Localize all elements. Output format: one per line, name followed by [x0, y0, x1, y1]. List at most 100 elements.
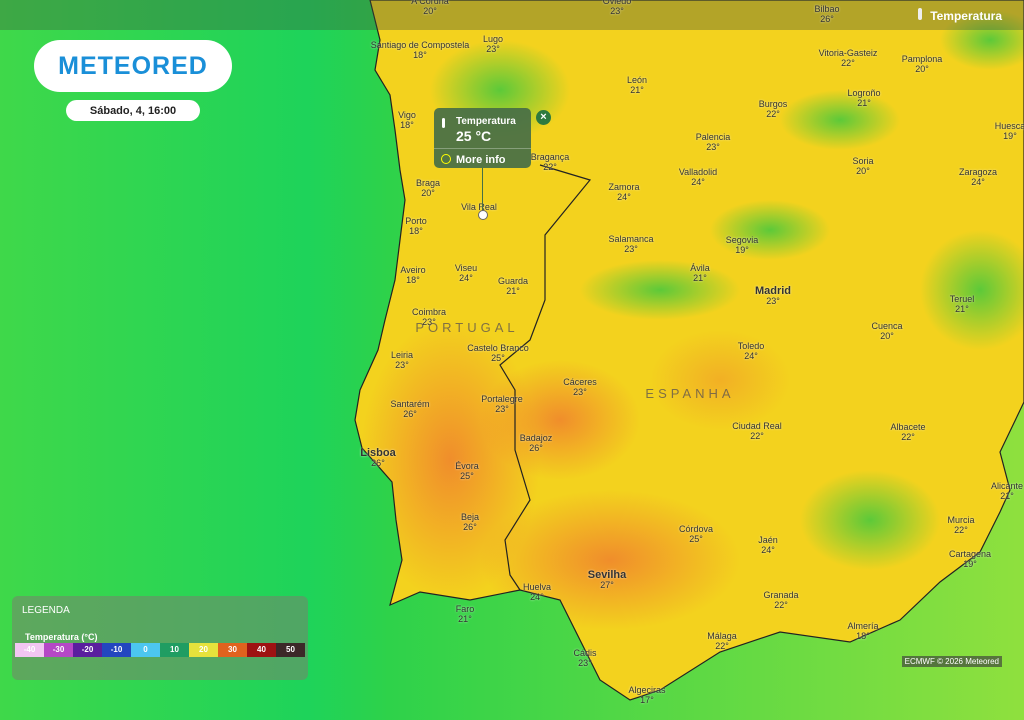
more-info-link[interactable]: More info — [456, 154, 506, 166]
city-temperature: 21° — [857, 98, 871, 108]
city-temperature: 25° — [689, 534, 703, 544]
legend-tick-label: -20 — [73, 643, 102, 657]
city-label: Ávila 21° — [690, 263, 710, 283]
logo[interactable]: METEORED — [34, 40, 232, 92]
city-name: León — [626, 75, 648, 85]
city-name: Castelo Branco — [467, 343, 529, 353]
location-pin — [478, 210, 488, 220]
city-name: Zamora — [608, 182, 640, 192]
city-label: Leiria 23° — [391, 350, 413, 370]
city-temperature: 24° — [971, 177, 985, 187]
city-temperature: 23° — [495, 404, 509, 414]
city-label: Salamanca 23° — [608, 234, 653, 254]
city-temperature: 23° — [395, 360, 409, 370]
city-label: Córdova 25° — [679, 524, 713, 544]
city-label: Alicante 21° — [991, 481, 1023, 501]
city-temperature: 26° — [371, 458, 385, 468]
city-label: Granada 22° — [763, 590, 798, 610]
city-name: Málaga — [707, 631, 737, 641]
city-label: Bilbao 26° — [814, 4, 839, 24]
city-label: Algeciras 17° — [628, 685, 665, 705]
city-temperature: 23° — [766, 296, 780, 306]
legend-title: LEGENDA — [22, 605, 70, 616]
color-scale: -40 -30 -20 -10 0 10 20 30 40 50 — [15, 643, 305, 657]
top-bar — [0, 0, 1024, 30]
city-name: Porto — [405, 216, 427, 226]
city-label: Toledo 24° — [738, 341, 765, 361]
close-button[interactable]: × — [536, 110, 551, 125]
city-label: Soria 20° — [852, 156, 873, 176]
city-name: Cáceres — [563, 377, 597, 387]
city-name: Beja — [460, 512, 480, 522]
city-temperature: 24° — [761, 545, 775, 555]
city-temperature: 24° — [617, 192, 631, 202]
city-label: Aveiro 18° — [400, 265, 425, 285]
city-label: Viseu 24° — [455, 263, 477, 283]
city-temperature: 22° — [543, 162, 557, 172]
city-name: Bragança — [530, 152, 570, 162]
city-name: Vigo — [398, 110, 416, 120]
city-temperature: 21° — [955, 304, 969, 314]
city-label: Segovia 19° — [726, 235, 759, 255]
city-name: Ávila — [690, 263, 710, 273]
city-temperature: 23° — [624, 244, 638, 254]
popup-pointer — [482, 168, 483, 212]
city-name: Toledo — [737, 341, 765, 351]
city-temperature: 22° — [901, 432, 915, 442]
city-name: Vila Real — [461, 202, 497, 212]
country-label: ESPANHA — [645, 386, 735, 401]
city-label: Faro 21° — [456, 604, 475, 624]
city-name: Oviedo — [602, 0, 632, 6]
city-label: Braga 20° — [416, 178, 440, 198]
city-temperature: 21° — [693, 273, 707, 283]
city-name: Santiago de Compostela — [370, 40, 470, 50]
city-temperature: 23° — [422, 317, 436, 327]
city-name: Segovia — [725, 235, 759, 245]
city-label: Zamora 24° — [608, 182, 639, 202]
city-name: Leiria — [390, 350, 414, 360]
thermometer-icon — [918, 8, 922, 20]
city-temperature: 24° — [691, 177, 705, 187]
city-temperature: 22° — [774, 600, 788, 610]
legend-tick-label: 50 — [276, 643, 305, 657]
city-temperature: 22° — [715, 641, 729, 651]
city-name: Alicante — [990, 481, 1024, 491]
city-temperature: 23° — [610, 6, 624, 16]
city-temperature: 20° — [856, 166, 870, 176]
city-temperature: 25° — [491, 353, 505, 363]
city-label: Coimbra 23° — [412, 307, 446, 327]
city-temperature: 23° — [578, 658, 592, 668]
city-temperature: 24° — [530, 592, 544, 602]
city-temperature: 21° — [458, 614, 472, 624]
city-name: Viseu — [454, 263, 478, 273]
temperature-field — [360, 10, 1024, 630]
city-temperature: 18° — [400, 120, 414, 130]
city-name: Badajoz — [519, 433, 553, 443]
city-name: Zaragoza — [958, 167, 998, 177]
city-temperature: 18° — [856, 631, 870, 641]
city-temperature: 18° — [409, 226, 423, 236]
city-name: Teruel — [949, 294, 975, 304]
city-name: Granada — [763, 590, 799, 600]
city-temperature: 20° — [423, 6, 437, 16]
city-name: Albacete — [890, 422, 926, 432]
layer-name[interactable]: Temperatura — [930, 9, 1002, 23]
city-label: A Coruña 20° — [411, 0, 449, 16]
city-temperature: 23° — [573, 387, 587, 397]
city-temperature: 22° — [750, 431, 764, 441]
city-name: Aveiro — [400, 265, 426, 275]
legend-subtitle: Temperatura (°C) — [25, 632, 98, 642]
city-temperature: 19° — [1003, 131, 1017, 141]
city-temperature: 25° — [460, 471, 474, 481]
city-label: Palencia 23° — [696, 132, 731, 152]
date-time: Sábado, 4, 16:00 — [66, 100, 200, 121]
city-temperature: 24° — [459, 273, 473, 283]
city-name: Córdova — [678, 524, 714, 534]
attribution: ECMWF © 2026 Meteored — [901, 656, 1002, 667]
city-label: Portalegre 23° — [481, 394, 523, 414]
city-temperature: 26° — [403, 409, 417, 419]
city-label: Évora 25° — [455, 461, 479, 481]
city-name: Lugo — [482, 34, 504, 44]
city-label: Valladolid 24° — [679, 167, 717, 187]
